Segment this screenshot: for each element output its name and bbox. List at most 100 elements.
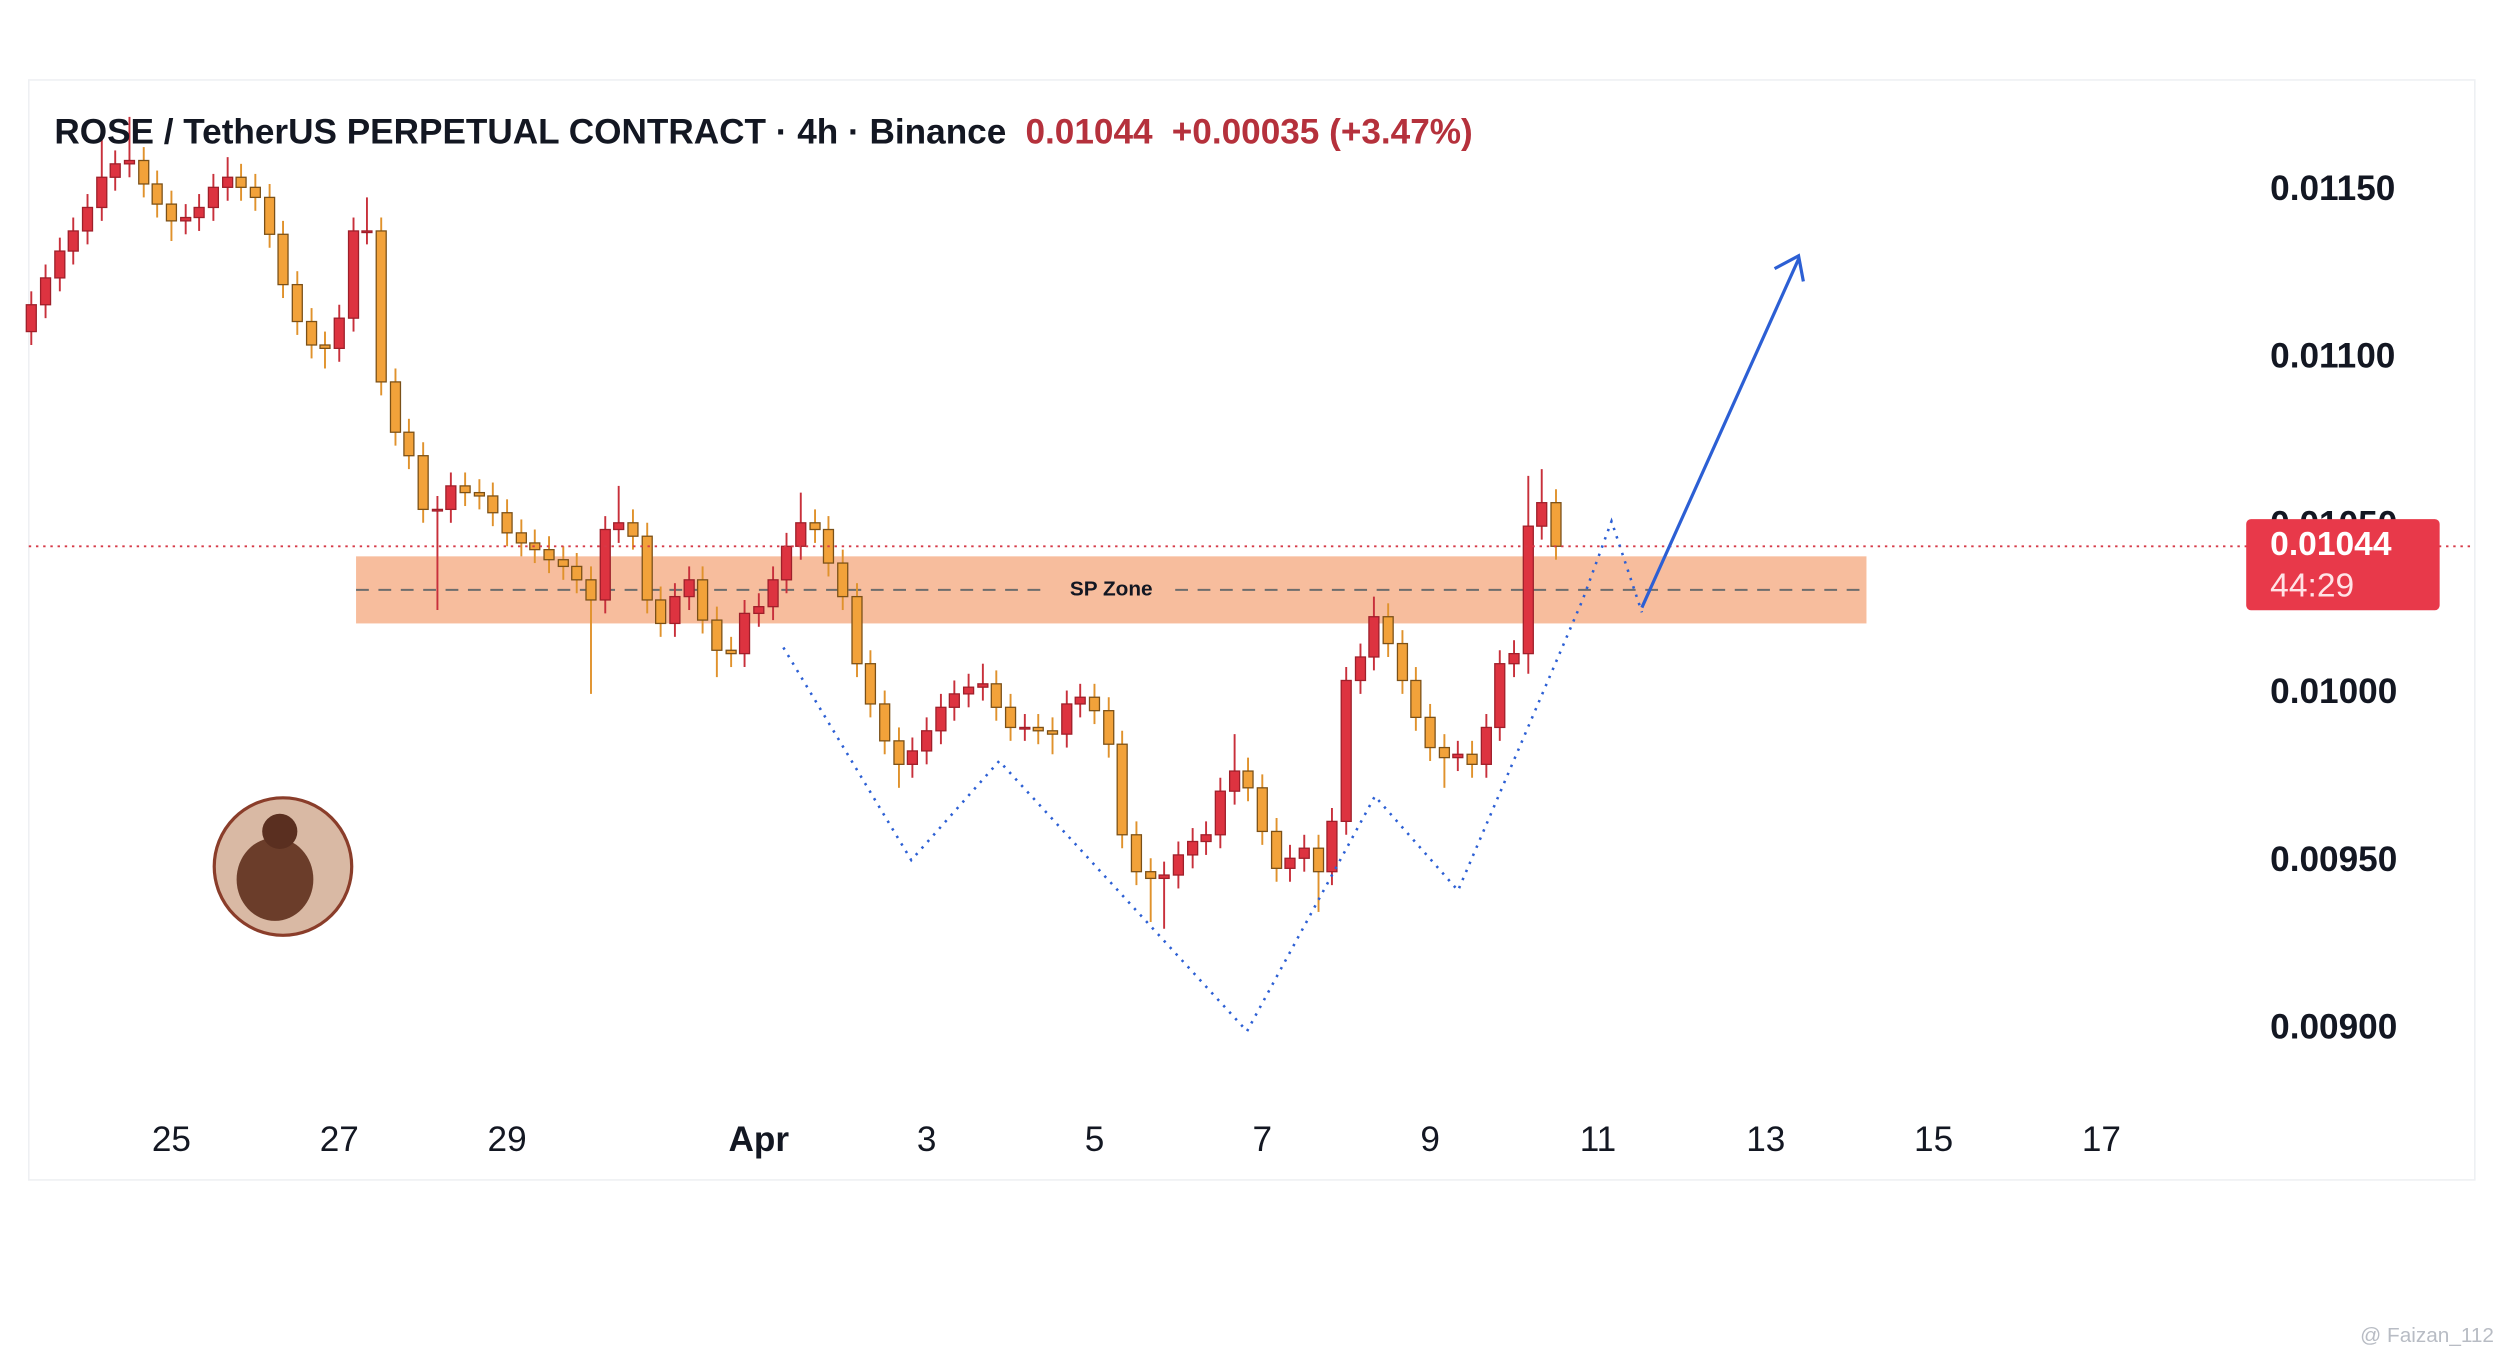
candle-body <box>1103 710 1115 745</box>
header-change: +0.00035 (+3.47%) <box>1172 113 1473 152</box>
candle-body <box>123 159 136 165</box>
candle-body <box>138 159 150 185</box>
candle-body <box>375 230 387 383</box>
candle-body <box>921 730 933 752</box>
candle-body <box>990 683 1002 708</box>
candle-body <box>725 649 737 655</box>
watermark: @ Faizan_112 <box>2360 1324 2494 1347</box>
chart-header: ROSE / TetherUS PERPETUAL CONTRACT · 4h … <box>54 113 1472 152</box>
candle-body <box>1410 679 1422 719</box>
candle-body <box>851 595 863 665</box>
candle-body <box>864 663 877 705</box>
candle-body <box>25 304 37 333</box>
candle-body <box>753 606 765 615</box>
logo-figure <box>236 837 314 921</box>
candle-body <box>738 612 751 655</box>
candle-body <box>809 522 821 531</box>
candle-body <box>263 196 276 235</box>
candle-body <box>641 535 653 601</box>
y-tick-label: 0.01000 <box>2270 672 2397 711</box>
candle-body <box>1158 874 1170 880</box>
candle-body <box>417 455 429 511</box>
price-badge: 0.01044 44:29 <box>2246 519 2440 611</box>
logo-head <box>262 813 298 849</box>
candle-body <box>780 545 793 581</box>
pattern-path <box>782 517 1644 1034</box>
candle-body <box>361 230 373 234</box>
candle-body <box>109 163 121 178</box>
target-arrow <box>1640 253 1805 609</box>
chart-title: ROSE / TetherUS PERPETUAL CONTRACT · 4h … <box>54 113 1006 152</box>
candle-body <box>1046 730 1059 735</box>
x-tick-label: 13 <box>1746 1120 1785 1159</box>
arrow-head <box>1773 253 1805 282</box>
candle-body <box>696 579 709 621</box>
candle-body <box>962 686 975 695</box>
candle-body <box>1508 652 1520 665</box>
candle-body <box>54 250 66 279</box>
x-tick-label: 29 <box>488 1120 527 1159</box>
x-tick-label: 7 <box>1253 1120 1273 1159</box>
candle-body <box>1466 753 1478 765</box>
candle-body <box>96 176 108 209</box>
candle-body <box>1145 871 1157 880</box>
candle-body <box>1214 790 1226 836</box>
candle-body <box>1424 716 1436 749</box>
y-tick-label: 0.01100 <box>2270 337 2395 376</box>
candle-body <box>1298 847 1310 859</box>
candle-body <box>1088 696 1101 712</box>
candle-body <box>837 562 849 598</box>
candle-body <box>1187 840 1199 856</box>
candle-body <box>1130 834 1143 873</box>
candle-body <box>1326 820 1338 873</box>
x-tick-label: 5 <box>1085 1120 1105 1159</box>
candle-body <box>948 693 960 708</box>
candle-body <box>1536 502 1548 527</box>
candle-body <box>165 203 178 222</box>
candle-body <box>1074 696 1086 705</box>
candle-body <box>767 579 779 608</box>
candle-body <box>1396 642 1409 682</box>
candle-body <box>1242 770 1254 789</box>
candle-body <box>1200 834 1212 843</box>
candle-body <box>627 522 639 537</box>
candle-body <box>39 277 52 306</box>
candle-body <box>67 230 79 252</box>
candle-body <box>235 176 247 188</box>
candle-body <box>795 522 807 547</box>
candle-body <box>431 508 444 512</box>
candle-body <box>977 683 989 688</box>
candle-body <box>305 320 318 346</box>
candle-body <box>487 495 499 514</box>
x-tick-label: 25 <box>152 1120 191 1159</box>
y-tick-label: 0.00900 <box>2270 1008 2397 1047</box>
candle-body <box>1354 656 1367 682</box>
candle-body <box>1494 663 1506 729</box>
candle-body <box>1480 726 1492 765</box>
candle-body <box>529 542 541 551</box>
candle-body <box>906 750 919 765</box>
price-badge-bg <box>2246 519 2440 611</box>
zone-label: SP Zone <box>1070 577 1153 600</box>
candle-body <box>1340 679 1352 823</box>
candle-body <box>543 548 555 561</box>
x-tick-label: 9 <box>1420 1120 1440 1159</box>
x-tick-label: 3 <box>917 1120 937 1159</box>
chart-frame <box>27 79 2476 1181</box>
candle-body <box>655 599 667 625</box>
candle-body <box>557 559 569 568</box>
candle-body <box>1522 525 1534 655</box>
candle-body <box>151 183 163 205</box>
candle-body <box>1312 847 1325 873</box>
candle-body <box>459 485 471 494</box>
price-badge-countdown: 44:29 <box>2270 568 2354 605</box>
candle-body <box>613 522 625 531</box>
candle-body <box>585 579 597 601</box>
candle-body <box>515 532 527 544</box>
candle-body <box>1116 743 1128 836</box>
candle-body <box>711 619 723 651</box>
candle-body <box>389 381 402 433</box>
candle-body <box>1061 703 1073 735</box>
